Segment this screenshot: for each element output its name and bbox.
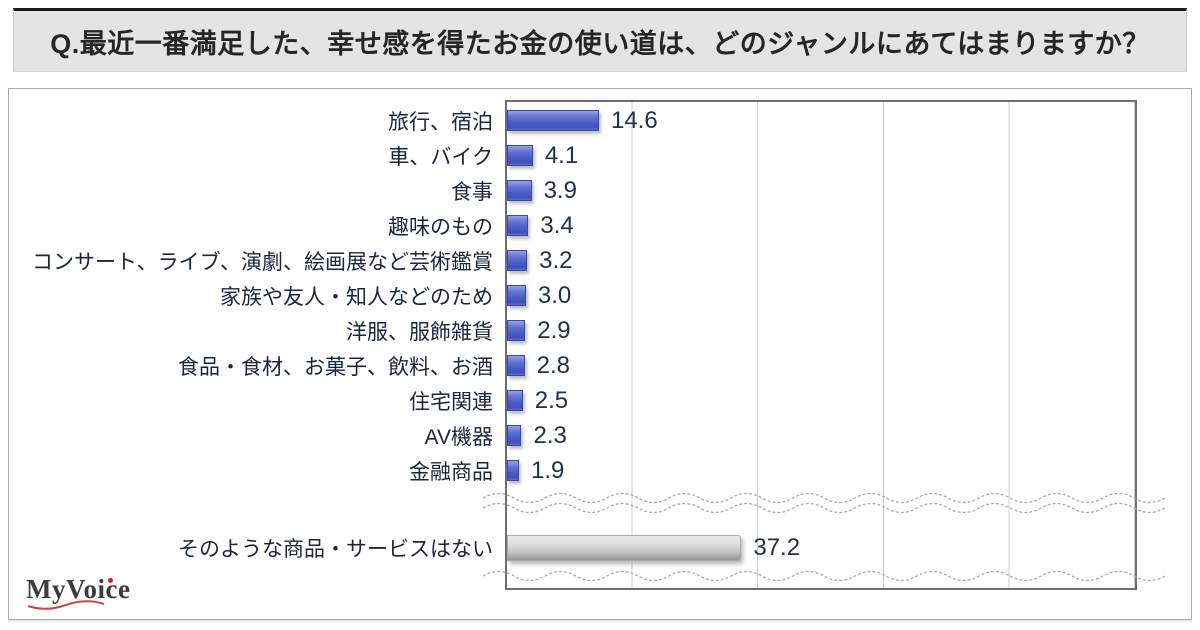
bar-row: 食事 3.9 — [20, 173, 1180, 208]
bar-track: 1.9 — [507, 453, 1137, 488]
value-label: 3.2 — [539, 246, 573, 274]
bar-row: AV機器 2.3 — [20, 418, 1180, 453]
value-label: 3.9 — [543, 176, 577, 204]
bar-row: 食品・食材、お菓子、飲料、お酒 2.8 — [20, 348, 1180, 383]
category-label: そのような商品・サービスはない — [178, 538, 493, 561]
bar-track: 3.9 — [507, 173, 1137, 208]
value-label: 37.2 — [753, 534, 801, 561]
bar — [507, 535, 742, 561]
wave-line-icon — [482, 502, 1166, 514]
bar-row-last: そのような商品・サービスはない 37.2 — [20, 530, 1180, 566]
category-label: 金融商品 — [409, 460, 493, 484]
bar-row: 住宅関連 2.5 — [20, 383, 1180, 418]
myvoice-logo: MyVoice — [26, 574, 156, 614]
bar-row: そのような商品・サービスはない 37.2 — [20, 530, 1180, 566]
bar-track: 4.1 — [507, 138, 1137, 173]
category-label: 食事 — [451, 180, 493, 204]
bar-track: 2.5 — [507, 383, 1137, 418]
value-label: 3.0 — [537, 281, 572, 309]
bar — [507, 180, 532, 201]
value-label: 2.3 — [533, 421, 567, 449]
category-label: 洋服、服飾雑貨 — [346, 320, 493, 344]
bar-row: 金融商品 1.9 — [20, 453, 1180, 488]
bar-row: 洋服、服飾雑貨 2.9 — [20, 313, 1180, 348]
bar-track: 2.8 — [507, 348, 1137, 383]
bar-track: 3.4 — [507, 208, 1137, 243]
chart-title-bar: Q.最近一番満足した、幸せ感を得たお金の使い道は、どのジャンルにあてはまりますか… — [13, 8, 1187, 72]
value-label: 2.9 — [537, 316, 571, 344]
category-label: コンサート、ライブ、演劇、絵画展など芸術鑑賞 — [32, 250, 493, 274]
bar-row: 趣味のもの 3.4 — [20, 208, 1180, 243]
bar — [507, 390, 523, 411]
bar — [507, 215, 529, 236]
category-label: 家族や友人・知人などのため — [220, 285, 493, 309]
bar — [507, 425, 522, 446]
bar — [507, 355, 525, 376]
bar-track: 2.3 — [507, 418, 1137, 453]
value-label: 2.5 — [534, 386, 569, 414]
wave-line-icon — [482, 492, 1166, 504]
bar-row: コンサート、ライブ、演劇、絵画展など芸術鑑賞 3.2 — [20, 243, 1180, 278]
bar-track: 14.6 — [507, 103, 1137, 138]
category-label: 住宅関連 — [409, 390, 493, 414]
bar — [507, 460, 519, 481]
category-label: 食品・食材、お菓子、飲料、お酒 — [178, 355, 493, 379]
bar-rows-main: 旅行、宿泊 14.6 車、バイク 4.1 食事 3.9 趣味のもの 3.4 コン… — [20, 103, 1180, 488]
category-label: 旅行、宿泊 — [388, 110, 493, 134]
chart-title: Q.最近一番満足した、幸せ感を得たお金の使い道は、どのジャンルにあてはまりますか… — [50, 28, 1150, 59]
bar-track: 3.2 — [507, 243, 1137, 278]
bar — [507, 320, 526, 341]
wave-line-icon — [482, 570, 1166, 582]
bar-row: 車、バイク 4.1 — [20, 138, 1180, 173]
bar — [507, 285, 526, 306]
logo-i-dot-icon — [108, 578, 113, 583]
value-label: 2.8 — [536, 351, 570, 379]
value-label: 14.6 — [610, 106, 658, 134]
bar-track: 3.0 — [507, 278, 1137, 313]
value-label: 3.4 — [540, 211, 574, 239]
bar-row: 家族や友人・知人などのため 3.0 — [20, 278, 1180, 313]
value-label: 1.9 — [530, 456, 565, 484]
category-label: 趣味のもの — [388, 215, 493, 239]
bar — [507, 110, 599, 131]
plot-area — [505, 100, 1137, 590]
axis-break-wave-lower — [482, 570, 1166, 582]
category-label: 車、バイク — [388, 145, 493, 169]
category-label: AV機器 — [424, 425, 493, 449]
bar-row: 旅行、宿泊 14.6 — [20, 103, 1180, 138]
bar — [507, 250, 528, 271]
bar-track: 37.2 — [507, 530, 1137, 566]
bar — [507, 145, 533, 166]
bar-track: 2.9 — [507, 313, 1137, 348]
logo-red-swoosh-icon — [27, 600, 105, 610]
value-label: 4.1 — [544, 141, 579, 169]
axis-break-wave-upper — [482, 492, 1166, 514]
